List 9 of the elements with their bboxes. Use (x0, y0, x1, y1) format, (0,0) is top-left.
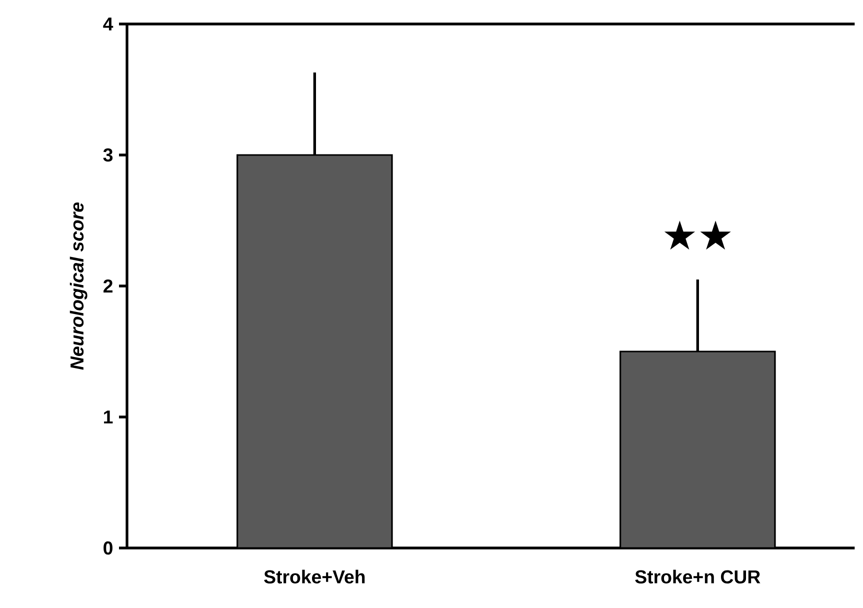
y-tick-label: 4 (103, 18, 114, 30)
y-tick-label: 0 (104, 541, 112, 555)
y-tick-label: 2 (103, 279, 112, 293)
y-axis-title: Neurological score (70, 202, 88, 370)
annotation: ★★ (664, 220, 731, 250)
x-tick-label: Stroke+n CUR (635, 570, 760, 584)
y-tick-label: 3 (103, 148, 113, 162)
x-tick-label: Stroke+Veh (264, 570, 365, 584)
y-tick-label: 1 (104, 410, 113, 424)
